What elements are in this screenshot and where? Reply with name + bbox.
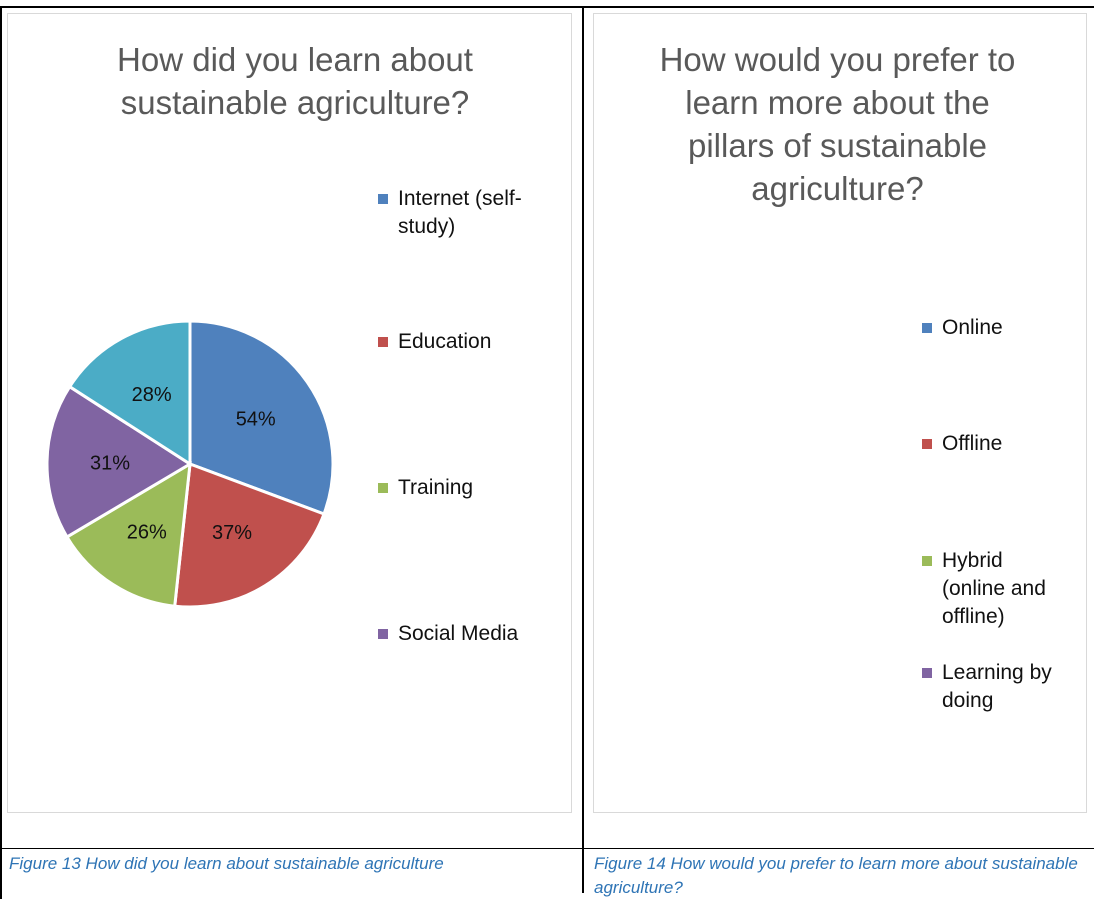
chart-1-data-label-1: 37% xyxy=(212,522,252,544)
legend-swatch-red xyxy=(922,439,932,449)
legend-swatch-blue xyxy=(922,323,932,333)
chart-2-legend-learning-by-doing: Learning by doing xyxy=(922,659,1067,715)
chart-1-legend-education: Education xyxy=(378,328,491,356)
chart-1-slice-1 xyxy=(173,461,326,609)
chart-1-data-label-4: 28% xyxy=(132,384,172,406)
chart-1-slice-2 xyxy=(64,461,192,608)
legend-swatch-green xyxy=(922,556,932,566)
chart-1-legend-internet: Internet (self-study) xyxy=(378,185,568,241)
caption-row-divider xyxy=(0,848,1094,849)
legend-swatch-purple xyxy=(378,629,388,639)
legend-swatch-red xyxy=(378,337,388,347)
chart-1-title: How did you learn about sustainable agri… xyxy=(117,41,473,121)
legend-label: Training xyxy=(398,476,474,499)
legend-swatch-purple xyxy=(922,668,932,678)
chart-1-data-label-0: 54% xyxy=(236,408,276,430)
chart-1-slice-0 xyxy=(188,319,335,516)
legend-label: Social Media xyxy=(398,622,519,645)
legend-label: Internet (self-study) xyxy=(398,187,522,238)
legend-swatch-green xyxy=(378,483,388,493)
chart-1-slice-3 xyxy=(45,384,193,540)
legend-label: Online xyxy=(942,316,1003,339)
chart-2-legend-online: Online xyxy=(922,314,1003,342)
table-frame xyxy=(0,6,1094,899)
chart-1-legend-training: Training xyxy=(378,474,473,502)
chart-1-slice-4 xyxy=(67,319,192,467)
legend-swatch-blue xyxy=(378,194,388,204)
chart-1-legend-social-media: Social Media xyxy=(378,620,518,648)
chart-2-title: How would you prefer to learn more about… xyxy=(659,41,1016,207)
figure-14-caption: Figure 14 How would you prefer to learn … xyxy=(594,854,1078,897)
legend-label: Education xyxy=(398,330,492,353)
legend-label: Hybrid (online and offline) xyxy=(942,549,1046,628)
chart-1-data-label-2: 26% xyxy=(127,521,167,543)
chart-2-legend-hybrid: Hybrid (online and offline) xyxy=(922,547,1067,631)
chart-2-area xyxy=(593,13,1087,813)
figure-13-caption: Figure 13 How did you learn about sustai… xyxy=(9,854,444,873)
chart-2-legend-offline: Offline xyxy=(922,430,1002,458)
legend-label: Learning by doing xyxy=(942,661,1052,712)
column-divider xyxy=(582,6,584,893)
chart-1-data-label-3: 31% xyxy=(90,453,130,475)
legend-label: Offline xyxy=(942,432,1003,455)
